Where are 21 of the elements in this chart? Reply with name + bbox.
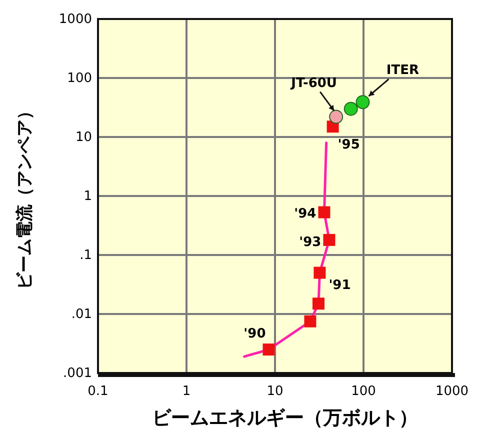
annotation: JT-60U (290, 76, 338, 91)
annotation: '93 (299, 234, 322, 250)
y-tick-label: 100 (67, 71, 92, 86)
annotation: ITER (386, 63, 420, 78)
x-tick-label: 1000 (435, 384, 469, 399)
x-tick-label: 10 (266, 384, 284, 399)
annotation: '90 (244, 326, 266, 342)
x-axis-title: ビームエネルギー（万ボルト） (152, 407, 418, 429)
annotation: '95 (338, 138, 360, 153)
y-tick-label: 1 (84, 189, 92, 204)
x-tick-label: 100 (351, 384, 376, 399)
y-tick-label: 1000 (58, 12, 92, 27)
annotation: '94 (294, 206, 316, 222)
y-tick-label: .01 (71, 307, 92, 322)
annotation: '91 (328, 278, 351, 293)
y-tick-label: 10 (75, 130, 92, 145)
y-axis-title: ビーム電流（アンペア） (15, 102, 35, 290)
x-tick-label: 1 (182, 384, 191, 399)
y-tick-label: .001 (63, 366, 92, 381)
y-tick-label: .1 (80, 248, 92, 263)
x-tick-label: 0.1 (88, 384, 108, 399)
